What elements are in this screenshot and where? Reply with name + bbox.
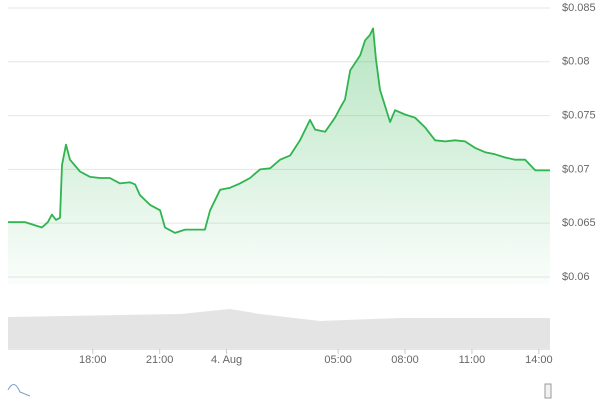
x-tick-label: 4. Aug [211,354,242,366]
y-tick-label: $0.06 [562,271,590,283]
price-area [8,28,550,285]
y-tick-label: $0.085 [562,2,596,14]
x-tick-label: 14:00 [525,354,553,366]
y-tick-label: $0.065 [562,217,596,229]
navigator [7,384,31,397]
price-line [8,27,550,234]
y-tick-label: $0.08 [562,56,590,68]
y-tick-label: $0.075 [562,109,596,121]
x-tick-label: 08:00 [391,354,419,366]
navigator-handle[interactable] [544,383,552,399]
y-tick-label: $0.07 [562,163,590,175]
x-tick-label: 05:00 [324,354,352,366]
x-tick-label: 21:00 [146,354,174,366]
x-tick-label: 18:00 [79,354,107,366]
x-tick-label: 11:00 [459,354,486,366]
volume-strip [8,309,550,348]
